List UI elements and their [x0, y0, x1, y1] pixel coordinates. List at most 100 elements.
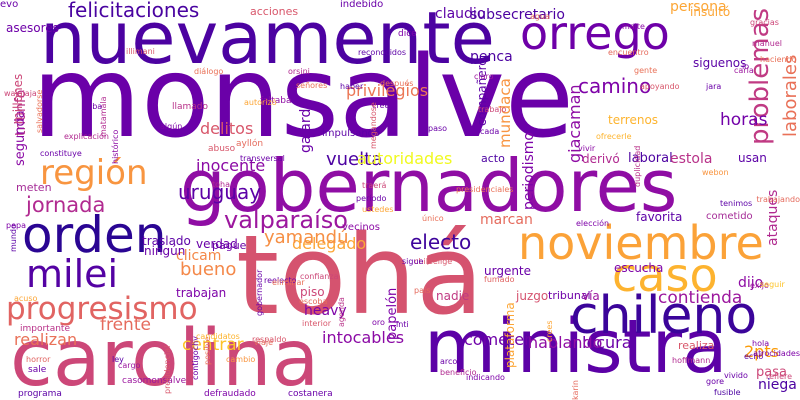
cloud-word: horror — [26, 355, 51, 364]
cloud-word: pague — [212, 239, 247, 252]
cloud-word: 2pts — [744, 342, 779, 361]
cloud-word: frente — [100, 315, 151, 335]
cloud-word: caso — [612, 248, 718, 302]
cloud-word: trabajando — [756, 195, 800, 204]
cloud-word: traslado — [142, 234, 191, 248]
cloud-word: urgente — [484, 264, 532, 278]
cloud-word: manuel — [752, 39, 782, 48]
cloud-word: ningún — [144, 244, 186, 258]
cloud-word: tenimos — [720, 199, 753, 208]
cloud-word: juzgo — [516, 289, 549, 303]
cloud-word: país — [414, 286, 431, 295]
cloud-word: presidenciales — [456, 185, 514, 194]
cloud-word: inocente — [196, 156, 266, 175]
cloud-word: yamandú — [264, 227, 349, 248]
cloud-word: gracias — [750, 18, 779, 27]
cloud-word: megandose — [369, 102, 378, 149]
cloud-word: asesores — [6, 21, 59, 35]
cloud-word: hola — [752, 339, 770, 348]
cloud-word: locura — [582, 333, 632, 352]
cloud-word: diálogo — [194, 67, 224, 76]
cloud-word: trabajan — [176, 286, 227, 300]
cloud-word: candidatos — [196, 332, 240, 341]
cloud-word: gore — [706, 377, 725, 386]
cloud-word: explicación — [64, 132, 109, 141]
cloud-word: uruguay — [178, 180, 262, 204]
cloud-word: beneficio — [440, 368, 477, 377]
cloud-word: milei — [26, 252, 119, 296]
cloud-word: tribunal — [548, 289, 591, 302]
cloud-word: delitos — [200, 119, 254, 138]
cloud-word: evo — [0, 0, 19, 10]
cloud-word: faltaba — [260, 96, 292, 106]
cloud-word: llamado — [172, 102, 209, 112]
cloud-word: usan — [738, 151, 767, 165]
cloud-word: contienda — [658, 288, 743, 308]
cloud-word: laborales — [780, 54, 800, 137]
cloud-word: fusible — [714, 388, 741, 397]
cloud-word: exijo — [750, 281, 769, 290]
cloud-word: vivido — [724, 371, 748, 380]
cloud-word: algún — [160, 122, 183, 131]
cloud-word: maite — [622, 22, 645, 31]
cloud-word: carolina — [10, 314, 320, 400]
cloud-word: derivó — [582, 152, 620, 166]
cloud-word: oro — [372, 318, 385, 327]
cloud-word: laboral — [628, 151, 673, 166]
cloud-word: pepa — [6, 221, 26, 230]
cloud-word: echó — [744, 352, 764, 361]
cloud-word: nadie — [436, 289, 470, 303]
cloud-word: ayllón — [236, 139, 264, 149]
cloud-word: horas — [720, 110, 768, 130]
cloud-word: orden — [22, 206, 167, 264]
cloud-word: confianza — [300, 272, 339, 281]
cloud-word: refiere — [766, 372, 793, 381]
cloud-word: camino — [578, 74, 652, 98]
cloud-word: felicitaciones — [68, 0, 200, 22]
cloud-word: cometido — [706, 211, 753, 222]
cloud-word: apoyando — [640, 82, 680, 91]
cloud-word: valparaíso — [224, 206, 348, 234]
cloud-word: señores — [296, 81, 328, 90]
cloud-word: escucha — [614, 261, 664, 275]
cloud-word: wajajaja — [4, 89, 37, 98]
cloud-word: persona — [670, 0, 727, 15]
cloud-word: acuso — [14, 294, 38, 303]
cloud-word: heavy — [304, 303, 347, 319]
cloud-word: paso — [428, 124, 448, 133]
cloud-word: chileno — [570, 286, 758, 346]
cloud-word: verdad — [196, 237, 238, 251]
cloud-word: agenda — [337, 297, 346, 327]
cloud-word: crees — [545, 320, 554, 342]
cloud-word: autorizó — [244, 98, 277, 107]
cloud-word: viaje — [254, 338, 274, 347]
cloud-word: cargo — [118, 361, 141, 370]
cloud-word: pasa — [756, 365, 787, 380]
cloud-word: monsalve — [32, 33, 574, 163]
cloud-word: abuso — [208, 144, 236, 154]
cloud-word: sale — [28, 365, 47, 375]
cloud-word: histórico — [111, 129, 120, 164]
cloud-word: realiza — [678, 339, 715, 352]
cloud-word: costanera — [288, 389, 333, 399]
cloud-word: fumado — [484, 275, 515, 284]
cloud-word: eliminar — [272, 278, 305, 287]
cloud-word: gobernadores — [180, 144, 678, 228]
cloud-word: haber — [340, 82, 364, 91]
cloud-word: gobernador — [255, 269, 264, 316]
cloud-word: subsecretario — [470, 7, 565, 23]
cloud-word: acciones — [250, 5, 299, 18]
cloud-word: noviembre — [518, 216, 764, 270]
cloud-word: vuelta — [326, 149, 383, 170]
cloud-word: claudio — [435, 6, 486, 22]
cloud-word: vivir — [578, 144, 596, 153]
cloud-word: lo — [742, 62, 750, 71]
cloud-word: ley — [112, 355, 124, 364]
cloud-word: escoba — [299, 297, 328, 306]
cloud-word: webon — [702, 168, 729, 177]
cloud-word: arco — [440, 357, 458, 366]
cloud-word: presidencial — [163, 345, 172, 394]
cloud-word: trabajo — [478, 105, 507, 114]
cloud-word: gajardo — [298, 100, 314, 153]
cloud-word: cree — [372, 101, 390, 110]
